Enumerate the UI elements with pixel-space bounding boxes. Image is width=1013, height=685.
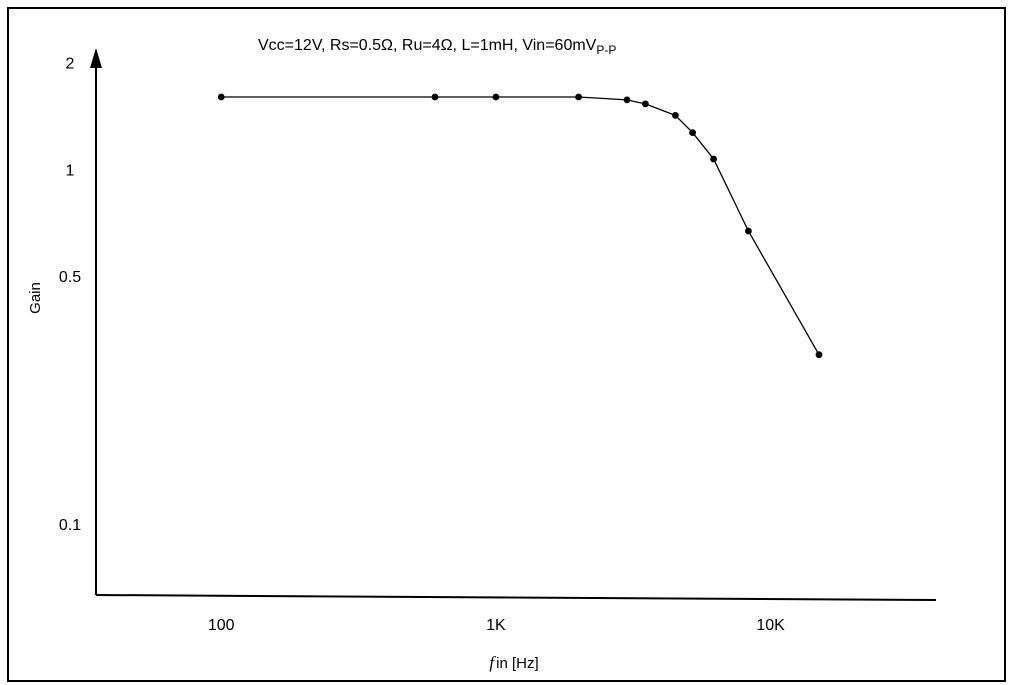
y-axis-label: Gain bbox=[27, 282, 44, 314]
data-point bbox=[672, 112, 679, 119]
data-point bbox=[710, 155, 717, 163]
chart-title-subscript: P-P bbox=[596, 43, 616, 57]
data-point bbox=[745, 227, 752, 235]
x-tick-label: 1K bbox=[486, 617, 506, 634]
y-tick-label: 0.1 bbox=[59, 517, 81, 534]
y-tick-label: 1 bbox=[66, 162, 75, 179]
data-point bbox=[217, 93, 225, 101]
y-tick-labels: 2 1 0.5 0.1 bbox=[59, 56, 81, 534]
x-tick-label: 10K bbox=[756, 617, 785, 634]
data-point bbox=[623, 96, 631, 104]
gain-series-points bbox=[217, 93, 823, 359]
data-point bbox=[642, 100, 649, 108]
data-point bbox=[575, 93, 582, 101]
y-axis-arrowhead bbox=[90, 48, 102, 68]
chart-title-main: Vcc=12V, Rs=0.5Ω, Ru=4Ω, L=1mH, Vin=60mV bbox=[258, 37, 597, 54]
x-axis bbox=[95, 594, 937, 601]
x-axis-label-italic: f bbox=[489, 653, 496, 672]
y-tick-label: 0.5 bbox=[59, 269, 81, 286]
data-point bbox=[689, 129, 696, 137]
data-point bbox=[492, 93, 500, 101]
y-tick-label: 2 bbox=[66, 56, 75, 73]
x-axis-label: f in [Hz] bbox=[489, 653, 538, 672]
chart-frame bbox=[7, 7, 1006, 682]
x-tick-label: 100 bbox=[208, 617, 235, 634]
data-point bbox=[431, 93, 439, 101]
data-point bbox=[815, 351, 823, 359]
x-axis-label-rest: in [Hz] bbox=[496, 655, 539, 672]
chart-title: Vcc=12V, Rs=0.5Ω, Ru=4Ω, L=1mH, Vin=60mV… bbox=[258, 37, 616, 57]
x-tick-labels: 100 1K 10K bbox=[208, 617, 785, 634]
